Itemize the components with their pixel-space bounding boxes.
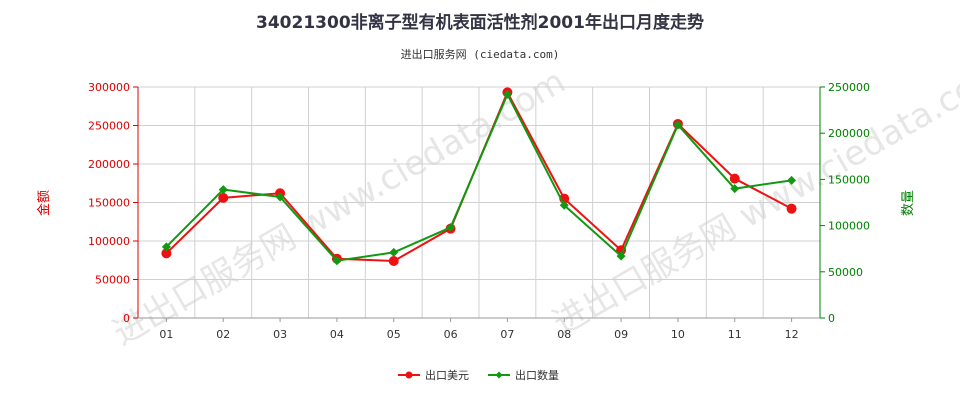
y-left-tick-label: 250000	[88, 120, 130, 133]
y-right-tick-label: 200000	[828, 127, 870, 140]
x-tick-label: 03	[273, 328, 287, 341]
data-point-2	[218, 185, 228, 195]
data-point-2	[389, 247, 399, 257]
series	[161, 87, 797, 267]
data-point-2	[275, 192, 285, 202]
y-right-tick-label: 50000	[828, 266, 863, 279]
y-right-tick-label: 100000	[828, 220, 870, 233]
x-tick-label: 04	[330, 328, 344, 341]
x-tick-label: 05	[387, 328, 401, 341]
series-line-2	[165, 92, 792, 262]
data-point-2	[616, 251, 626, 261]
chart-title: 34021300非离子型有机表面活性剂2001年出口月度走势	[256, 12, 704, 33]
x-tick-label: 08	[557, 328, 571, 341]
data-point-1	[786, 203, 797, 214]
data-point-2	[161, 242, 171, 252]
chart-subtitle: 进出口服务网 (ciedata.com)	[401, 47, 560, 61]
y-right-tick-label: 250000	[828, 81, 870, 94]
x-tick-label: 09	[614, 328, 628, 341]
y-right-label: 数量	[901, 190, 916, 216]
x-tick-label: 10	[671, 328, 685, 341]
legend: 出口美元 出口数量	[398, 368, 559, 382]
y-left-tick-label: 200000	[88, 158, 130, 171]
y-left-label: 金额	[36, 190, 52, 216]
y-right-tick-label: 150000	[828, 173, 870, 186]
data-point-1	[161, 248, 172, 259]
y-right-tick-label: 0	[828, 312, 835, 325]
y-left-tick-label: 150000	[88, 197, 130, 210]
x-tick-label: 06	[444, 328, 458, 341]
legend-marker	[405, 371, 413, 379]
grid	[137, 86, 821, 319]
y-left-tick-label: 300000	[88, 81, 130, 94]
x-tick-label: 07	[500, 328, 514, 341]
x-tick-label: 11	[728, 328, 742, 341]
y-left-tick-label: 50000	[95, 274, 130, 287]
legend-label: 出口美元	[425, 368, 469, 382]
data-point-2	[559, 200, 569, 210]
data-point-2	[446, 222, 456, 232]
legend-marker	[495, 371, 503, 379]
y-left-tick-label: 100000	[88, 235, 130, 248]
axes: 0500001000001500002000002500003000000500…	[88, 81, 870, 341]
data-point-1	[729, 173, 740, 184]
legend-label: 出口数量	[515, 368, 559, 382]
x-tick-label: 01	[159, 328, 173, 341]
data-point-2	[502, 89, 512, 99]
y-left-tick-label: 0	[123, 312, 130, 325]
data-point-2	[730, 184, 740, 194]
data-point-2	[673, 120, 683, 130]
x-tick-label: 02	[216, 328, 230, 341]
x-tick-label: 12	[785, 328, 799, 341]
data-point-1	[218, 192, 229, 203]
data-point-2	[332, 256, 342, 266]
data-point-1	[388, 256, 399, 267]
data-point-2	[787, 175, 797, 185]
